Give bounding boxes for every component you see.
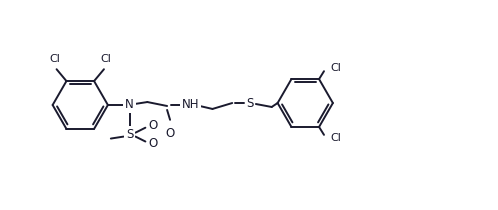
Text: O: O xyxy=(148,119,157,132)
Text: Cl: Cl xyxy=(49,54,60,64)
Text: Cl: Cl xyxy=(330,63,341,73)
Text: NH: NH xyxy=(182,98,200,112)
Text: O: O xyxy=(148,137,157,150)
Text: N: N xyxy=(125,98,134,112)
Text: S: S xyxy=(247,97,253,110)
Text: S: S xyxy=(126,128,133,141)
Text: O: O xyxy=(165,127,175,140)
Text: Cl: Cl xyxy=(101,54,112,64)
Text: Cl: Cl xyxy=(330,133,341,143)
